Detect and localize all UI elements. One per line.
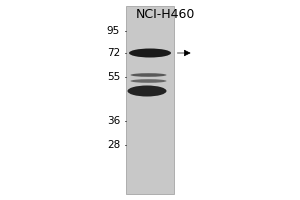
Bar: [126, 6, 174, 194]
Text: 72: 72: [107, 48, 120, 58]
Text: NCI-H460: NCI-H460: [135, 8, 195, 21]
Ellipse shape: [130, 79, 166, 83]
Text: 95: 95: [107, 26, 120, 36]
Ellipse shape: [128, 85, 167, 97]
Text: 28: 28: [107, 140, 120, 150]
Ellipse shape: [129, 48, 171, 58]
Text: 55: 55: [107, 72, 120, 82]
Text: 36: 36: [107, 116, 120, 126]
Ellipse shape: [130, 73, 166, 77]
